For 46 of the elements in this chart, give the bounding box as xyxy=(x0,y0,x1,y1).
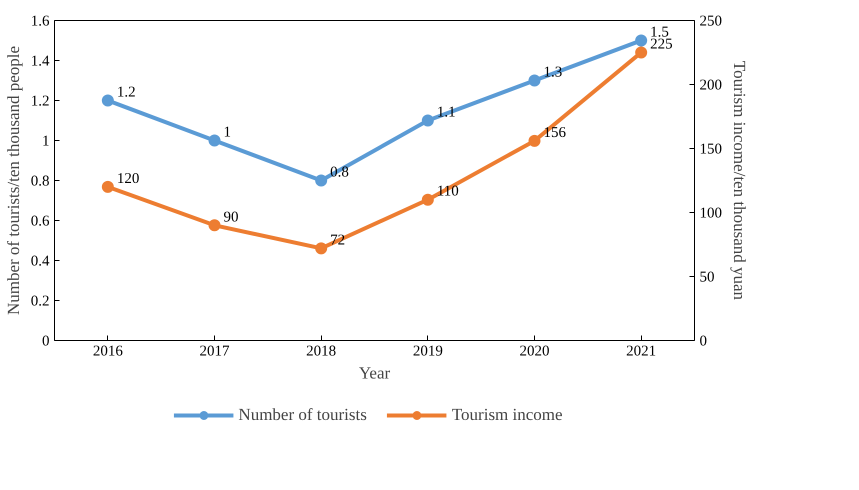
y2-tick-label: 250 xyxy=(700,14,722,30)
point xyxy=(208,219,220,232)
y-tick-label: 0.8 xyxy=(30,174,50,190)
y-tick-label: 0.2 xyxy=(30,294,50,310)
y-tick-label: 0 xyxy=(42,334,50,350)
data-label: 1.2 xyxy=(116,84,136,100)
y2-tick-label: 150 xyxy=(700,142,722,158)
x-tick-label: 2019 xyxy=(412,344,443,360)
y-tick-label: 0.4 xyxy=(30,254,50,270)
legend-label: Tourism income xyxy=(452,405,563,425)
y2-tick-label: 0 xyxy=(700,334,707,350)
point xyxy=(315,242,328,254)
x-tick-label: 2020 xyxy=(520,344,550,360)
y-tick-label: 1.4 xyxy=(30,54,50,70)
x-tick-label: 2016 xyxy=(92,344,124,360)
point xyxy=(315,174,328,186)
point xyxy=(422,194,434,206)
x-tick-label: 2017 xyxy=(200,344,230,360)
x-axis-title: Year xyxy=(358,364,390,382)
point xyxy=(208,134,220,146)
data-label: 156 xyxy=(544,124,566,141)
data-label: 1 xyxy=(224,124,231,140)
data-label: 1.1 xyxy=(436,104,456,120)
point xyxy=(528,134,540,147)
point xyxy=(102,94,114,106)
y2-axis-title: Tourism income/ten thousand yuan xyxy=(730,60,749,301)
legend-label: Number of tourists xyxy=(238,405,367,425)
x-tick-label: 2021 xyxy=(626,344,656,360)
y-tick-label: 1.6 xyxy=(30,14,50,30)
y2-tick-label: 100 xyxy=(700,206,722,222)
y-axis-title: Number of tourists/ten thousand people xyxy=(4,46,23,316)
data-label: 120 xyxy=(116,170,140,187)
y2-tick-label: 50 xyxy=(700,270,714,286)
data-label: 90 xyxy=(224,209,238,226)
x-tick-label: 2018 xyxy=(306,344,336,360)
point xyxy=(528,74,540,86)
point xyxy=(102,180,114,193)
y2-tick-label: 200 xyxy=(700,78,722,94)
data-label: 1.3 xyxy=(544,64,562,80)
y-tick-label: 0.6 xyxy=(30,214,50,230)
data-label: 225 xyxy=(650,36,673,52)
point xyxy=(635,46,648,58)
y-tick-label: 1.2 xyxy=(30,94,50,110)
y-tick-label: 1 xyxy=(42,134,50,150)
point xyxy=(635,34,648,46)
point xyxy=(422,114,434,126)
